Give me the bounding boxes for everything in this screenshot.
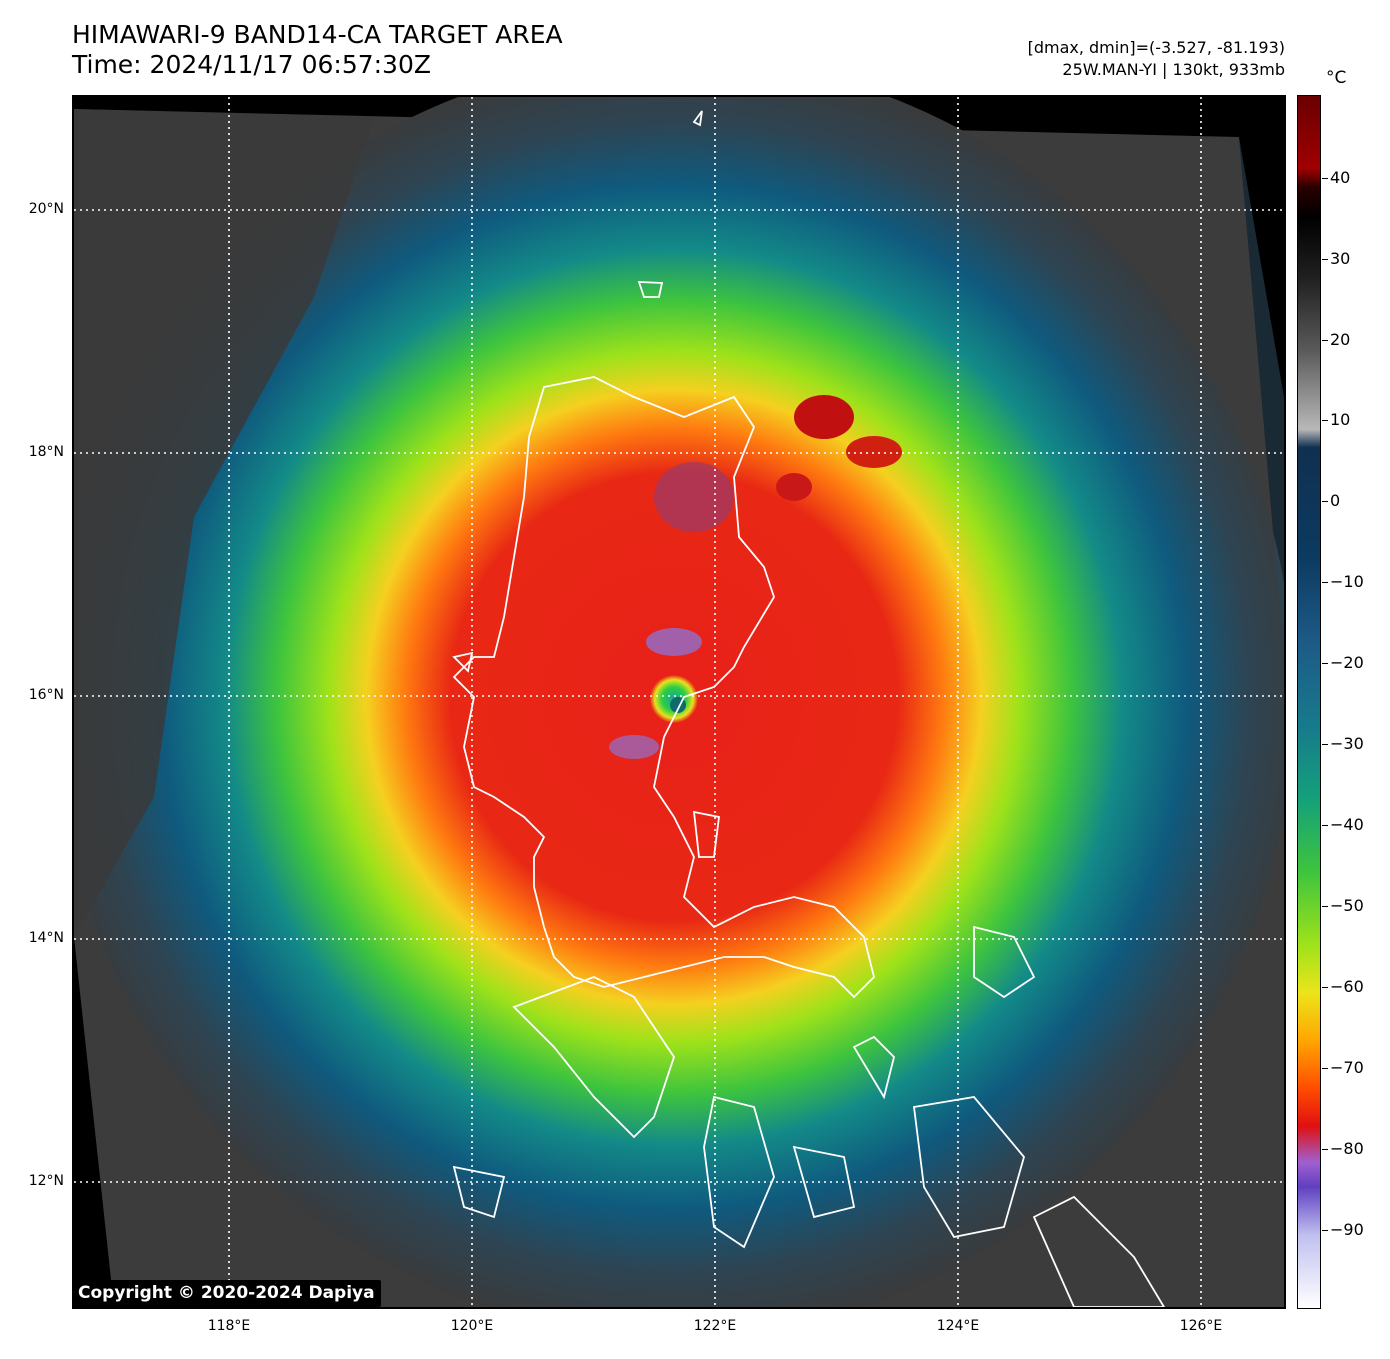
colorbar-tick-20: 20 (1330, 330, 1351, 349)
colorbar-tick-40: 40 (1330, 168, 1351, 187)
colorbar-tick-minus90: −90 (1330, 1220, 1364, 1239)
storm-info: [dmax, dmin]=(-3.527, -81.193) 25W.MAN-Y… (1028, 37, 1285, 81)
lat-label-20n: 20°N (28, 201, 64, 217)
colorbar-tick-minus40: −40 (1330, 815, 1364, 834)
satellite-map[interactable] (72, 95, 1286, 1309)
colorbar-tick-30: 30 (1330, 249, 1351, 268)
lon-label-124e: 124°E (936, 1318, 980, 1334)
title-line-product: HIMAWARI-9 BAND14-CA TARGET AREA (72, 20, 563, 49)
lon-label-118e: 118°E (207, 1318, 251, 1334)
colorbar-tick-minus30: −30 (1330, 734, 1364, 753)
title-line-time: Time: 2024/11/17 06:57:30Z (72, 50, 431, 79)
lon-label-126e: 126°E (1179, 1318, 1223, 1334)
lat-label-16n: 16°N (28, 687, 64, 703)
convective-cell (776, 473, 812, 501)
colorbar-tick-minus10: −10 (1330, 572, 1364, 591)
lon-label-122e: 122°E (693, 1318, 737, 1334)
colorbar-unit: °C (1326, 68, 1347, 88)
lat-label-18n: 18°N (28, 444, 64, 460)
colorbar-tick-minus60: −60 (1330, 977, 1364, 996)
figure-title: HIMAWARI-9 BAND14-CA TARGET AREA Time: 2… (72, 20, 563, 80)
lat-label-12n: 12°N (28, 1173, 64, 1189)
colorbar (1297, 95, 1321, 1309)
colorbar-tick-minus80: −80 (1330, 1139, 1364, 1158)
colorbar-tick-minus70: −70 (1330, 1058, 1364, 1077)
range-text: [dmax, dmin]=(-3.527, -81.193) (1027, 38, 1285, 57)
lon-label-120e: 120°E (450, 1318, 494, 1334)
colorbar-tick-minus50: −50 (1330, 896, 1364, 915)
colorbar-tick-0: 0 (1330, 491, 1341, 510)
storm-text: 25W.MAN-YI | 130kt, 933mb (1062, 60, 1285, 79)
colorbar-tick-10: 10 (1330, 410, 1351, 429)
convective-cell (846, 436, 902, 468)
convective-cell (794, 395, 854, 439)
coastlines (452, 110, 1166, 1307)
colorbar-tick-minus20: −20 (1330, 653, 1364, 672)
lat-label-14n: 14°N (28, 930, 64, 946)
copyright-badge: Copyright © 2020-2024 Dapiya (72, 1280, 381, 1307)
satellite-imagery (74, 97, 1284, 1307)
graticule (74, 97, 1284, 1307)
